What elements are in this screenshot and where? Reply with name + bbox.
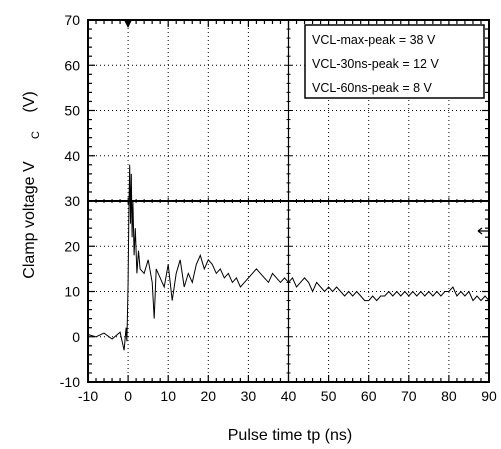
trigger-marker	[124, 20, 132, 28]
data-series-line	[87, 164, 490, 351]
y-tick-label: 60	[64, 57, 80, 73]
x-tick-label: 90	[481, 388, 497, 404]
x-tick-labels: -10 0 10 20 30 40 50 60 70 80 90	[78, 388, 497, 404]
annotation-max-peak: VCL-max-peak = 38 V	[312, 33, 436, 47]
arrow-marker	[477, 227, 489, 235]
x-tick-label: 30	[241, 388, 257, 404]
y-tick-label: 30	[64, 193, 80, 209]
legend-frame	[304, 24, 485, 99]
x-tick-label: 80	[441, 388, 457, 404]
y-axis-label: Clamp voltage V	[21, 161, 38, 279]
x-tick-label: 0	[124, 388, 132, 404]
y-tick-label: 70	[64, 12, 80, 28]
ticks	[87, 19, 490, 383]
y-tick-label: 20	[64, 238, 80, 254]
y-tick-label: 50	[64, 103, 80, 119]
x-tick-label: 20	[201, 388, 217, 404]
x-tick-label: 10	[160, 388, 176, 404]
y-axis-label-subscript: C	[30, 131, 42, 139]
x-tick-label: 50	[321, 388, 337, 404]
y-axis-unit: (V)	[21, 91, 38, 112]
legend-box: VCL-max-peak = 38 V VCL-30ns-peak = 12 V…	[304, 24, 485, 99]
y-tick-labels: -10 0 10 20 30 40 50 60 70	[60, 12, 80, 390]
y-tick-label: -10	[60, 374, 80, 390]
annotation-30ns-peak: VCL-30ns-peak = 12 V	[312, 57, 439, 71]
x-axis-label: Pulse time tp (ns)	[228, 427, 352, 444]
x-tick-label: 60	[361, 388, 377, 404]
y-tick-label: 10	[64, 284, 80, 300]
x-tick-label: 40	[281, 388, 297, 404]
y-axis-title: Clamp voltage V C (V)	[21, 91, 42, 278]
x-tick-label: -10	[78, 388, 98, 404]
y-tick-label: 40	[64, 148, 80, 164]
y-tick-label: 0	[72, 329, 80, 345]
annotation-60ns-peak: VCL-60ns-peak = 8 V	[312, 81, 433, 95]
x-tick-label: 70	[401, 388, 417, 404]
